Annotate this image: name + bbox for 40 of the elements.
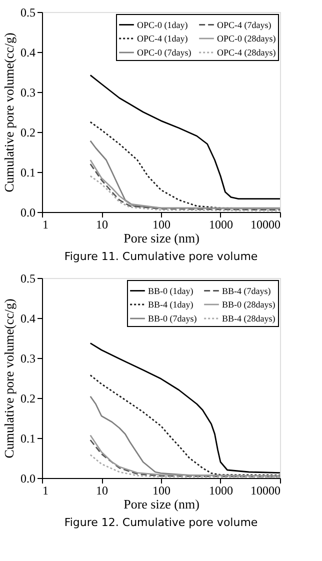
x-tick-label: 1000 xyxy=(209,484,233,498)
legend-label: OPC-4 (28days) xyxy=(217,48,276,58)
y-tick-label: 0.3 xyxy=(20,352,36,366)
legend-label: OPC-0 (1day) xyxy=(137,20,188,30)
legend-label: OPC-0 (7days) xyxy=(137,48,192,58)
caption: Figure 11. Cumulative pore volume xyxy=(64,250,258,263)
y-tick-label: 0.5 xyxy=(20,6,36,20)
y-tick-label: 0.1 xyxy=(20,432,36,446)
legend-label: BB-4 (1day) xyxy=(148,300,194,310)
legend-label: BB-0 (28days) xyxy=(222,300,276,310)
x-tick-label: 10000 xyxy=(250,218,280,232)
legend-label: BB-4 (7days) xyxy=(222,286,271,296)
y-tick-label: 0.5 xyxy=(20,272,36,286)
x-tick-label: 100 xyxy=(152,484,170,498)
y-tick-label: 0.0 xyxy=(20,472,36,486)
y-tick-label: 0.0 xyxy=(20,206,36,220)
legend-label: OPC-4 (7days) xyxy=(217,20,272,30)
legend-label: BB-0 (7days) xyxy=(148,314,197,324)
legend-label: BB-0 (1day) xyxy=(148,286,194,296)
y-axis-title: Cumulative pore volume(cc/g) xyxy=(2,298,16,458)
caption: Figure 12. Cumulative pore volume xyxy=(64,516,258,529)
x-tick-label: 1 xyxy=(42,218,48,232)
y-tick-label: 0.2 xyxy=(20,126,36,140)
y-tick-label: 0.3 xyxy=(20,86,36,100)
x-tick-label: 1000 xyxy=(209,218,233,232)
x-tick-label: 10000 xyxy=(250,484,280,498)
x-tick-label: 10 xyxy=(96,484,108,498)
x-axis-title: Pore size (nm) xyxy=(124,230,200,246)
x-tick-label: 1 xyxy=(42,484,48,498)
x-axis-title: Pore size (nm) xyxy=(124,496,200,512)
legend-label: OPC-4 (1day) xyxy=(137,34,188,44)
y-tick-label: 0.4 xyxy=(20,46,36,60)
x-tick-label: 10 xyxy=(96,218,108,232)
y-tick-label: 0.1 xyxy=(20,166,36,180)
legend-label: OPC-0 (28days) xyxy=(217,34,276,44)
y-tick-label: 0.4 xyxy=(20,312,36,326)
y-tick-label: 0.2 xyxy=(20,392,36,406)
legend-label: BB-4 (28days) xyxy=(222,314,276,324)
x-tick-label: 100 xyxy=(152,218,170,232)
y-axis-title: Cumulative pore volume(cc/g) xyxy=(2,32,16,192)
